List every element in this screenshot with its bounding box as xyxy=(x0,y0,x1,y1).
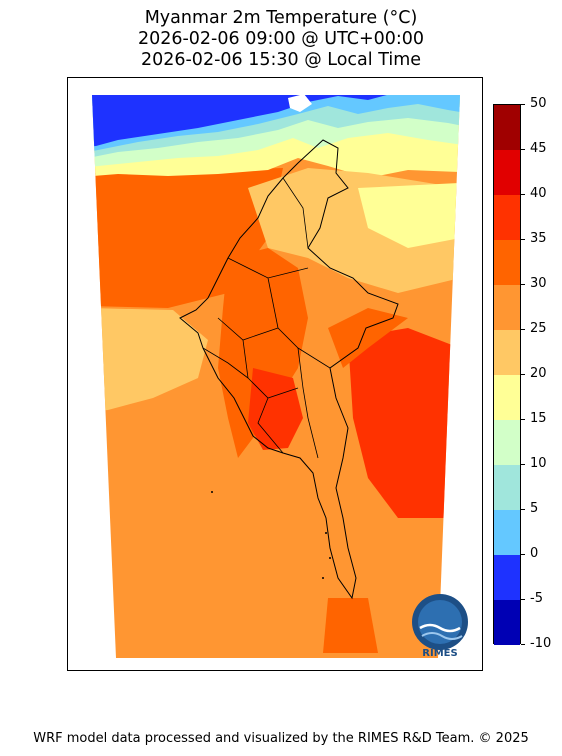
colorbar-segment xyxy=(494,105,520,150)
colorbar-tick xyxy=(521,644,525,645)
colorbar-label: -10 xyxy=(530,636,552,651)
title-line-variable: Myanmar 2m Temperature (°C) xyxy=(144,8,418,28)
colorbar-segment xyxy=(494,195,520,240)
colorbar-tick xyxy=(521,599,525,600)
colorbar-label: 30 xyxy=(530,276,547,291)
colorbar-segment xyxy=(494,285,520,330)
colorbar-label: 35 xyxy=(530,231,547,246)
colorbar-segment xyxy=(494,600,520,645)
temperature-colorbar xyxy=(493,104,521,645)
colorbar-tick xyxy=(521,374,525,375)
rimes-logo: RIMES xyxy=(412,594,468,659)
colorbar-segment xyxy=(494,240,520,285)
temperature-map xyxy=(92,95,460,658)
map-title: Myanmar 2m Temperature (°C) 2026-02-06 0… xyxy=(0,8,562,71)
title-line-utc-time: 2026-02-06 09:00 @ UTC+00:00 xyxy=(137,29,425,49)
colorbar-label: 40 xyxy=(530,186,547,201)
colorbar-tick xyxy=(521,194,525,195)
colorbar-tick xyxy=(521,419,525,420)
map-panel xyxy=(67,77,483,671)
colorbar-label: -5 xyxy=(530,591,543,606)
colorbar-tick xyxy=(521,554,525,555)
colorbar-tick xyxy=(521,149,525,150)
colorbar-tick xyxy=(521,464,525,465)
colorbar-tick xyxy=(521,329,525,330)
colorbar-tick xyxy=(521,509,525,510)
colorbar-tick xyxy=(521,239,525,240)
colorbar-tick xyxy=(521,104,525,105)
myanmar-border xyxy=(179,139,399,600)
island-dots xyxy=(211,491,331,579)
colorbar-segment xyxy=(494,375,520,420)
colorbar-label: 10 xyxy=(530,456,547,471)
title-line-local-time: 2026-02-06 15:30 @ Local Time xyxy=(140,50,422,70)
colorbar-tick xyxy=(521,284,525,285)
colorbar-segment xyxy=(494,150,520,195)
logo-text: RIMES xyxy=(422,648,457,659)
temperature-field xyxy=(92,95,460,658)
colorbar-segment xyxy=(494,420,520,465)
colorbar-segment xyxy=(494,555,520,600)
state-boundaries xyxy=(202,177,331,459)
colorbar-segment xyxy=(494,465,520,510)
footer-credit: WRF model data processed and visualized … xyxy=(33,731,529,746)
colorbar-label: 5 xyxy=(530,501,539,516)
colorbar-label: 50 xyxy=(530,96,547,111)
colorbar-segment xyxy=(494,330,520,375)
colorbar-label: 15 xyxy=(530,411,547,426)
colorbar-label: 45 xyxy=(530,141,547,156)
colorbar-segment xyxy=(494,510,520,555)
colorbar-label: 20 xyxy=(530,366,547,381)
colorbar-label: 25 xyxy=(530,321,547,336)
colorbar-label: 0 xyxy=(530,546,539,561)
